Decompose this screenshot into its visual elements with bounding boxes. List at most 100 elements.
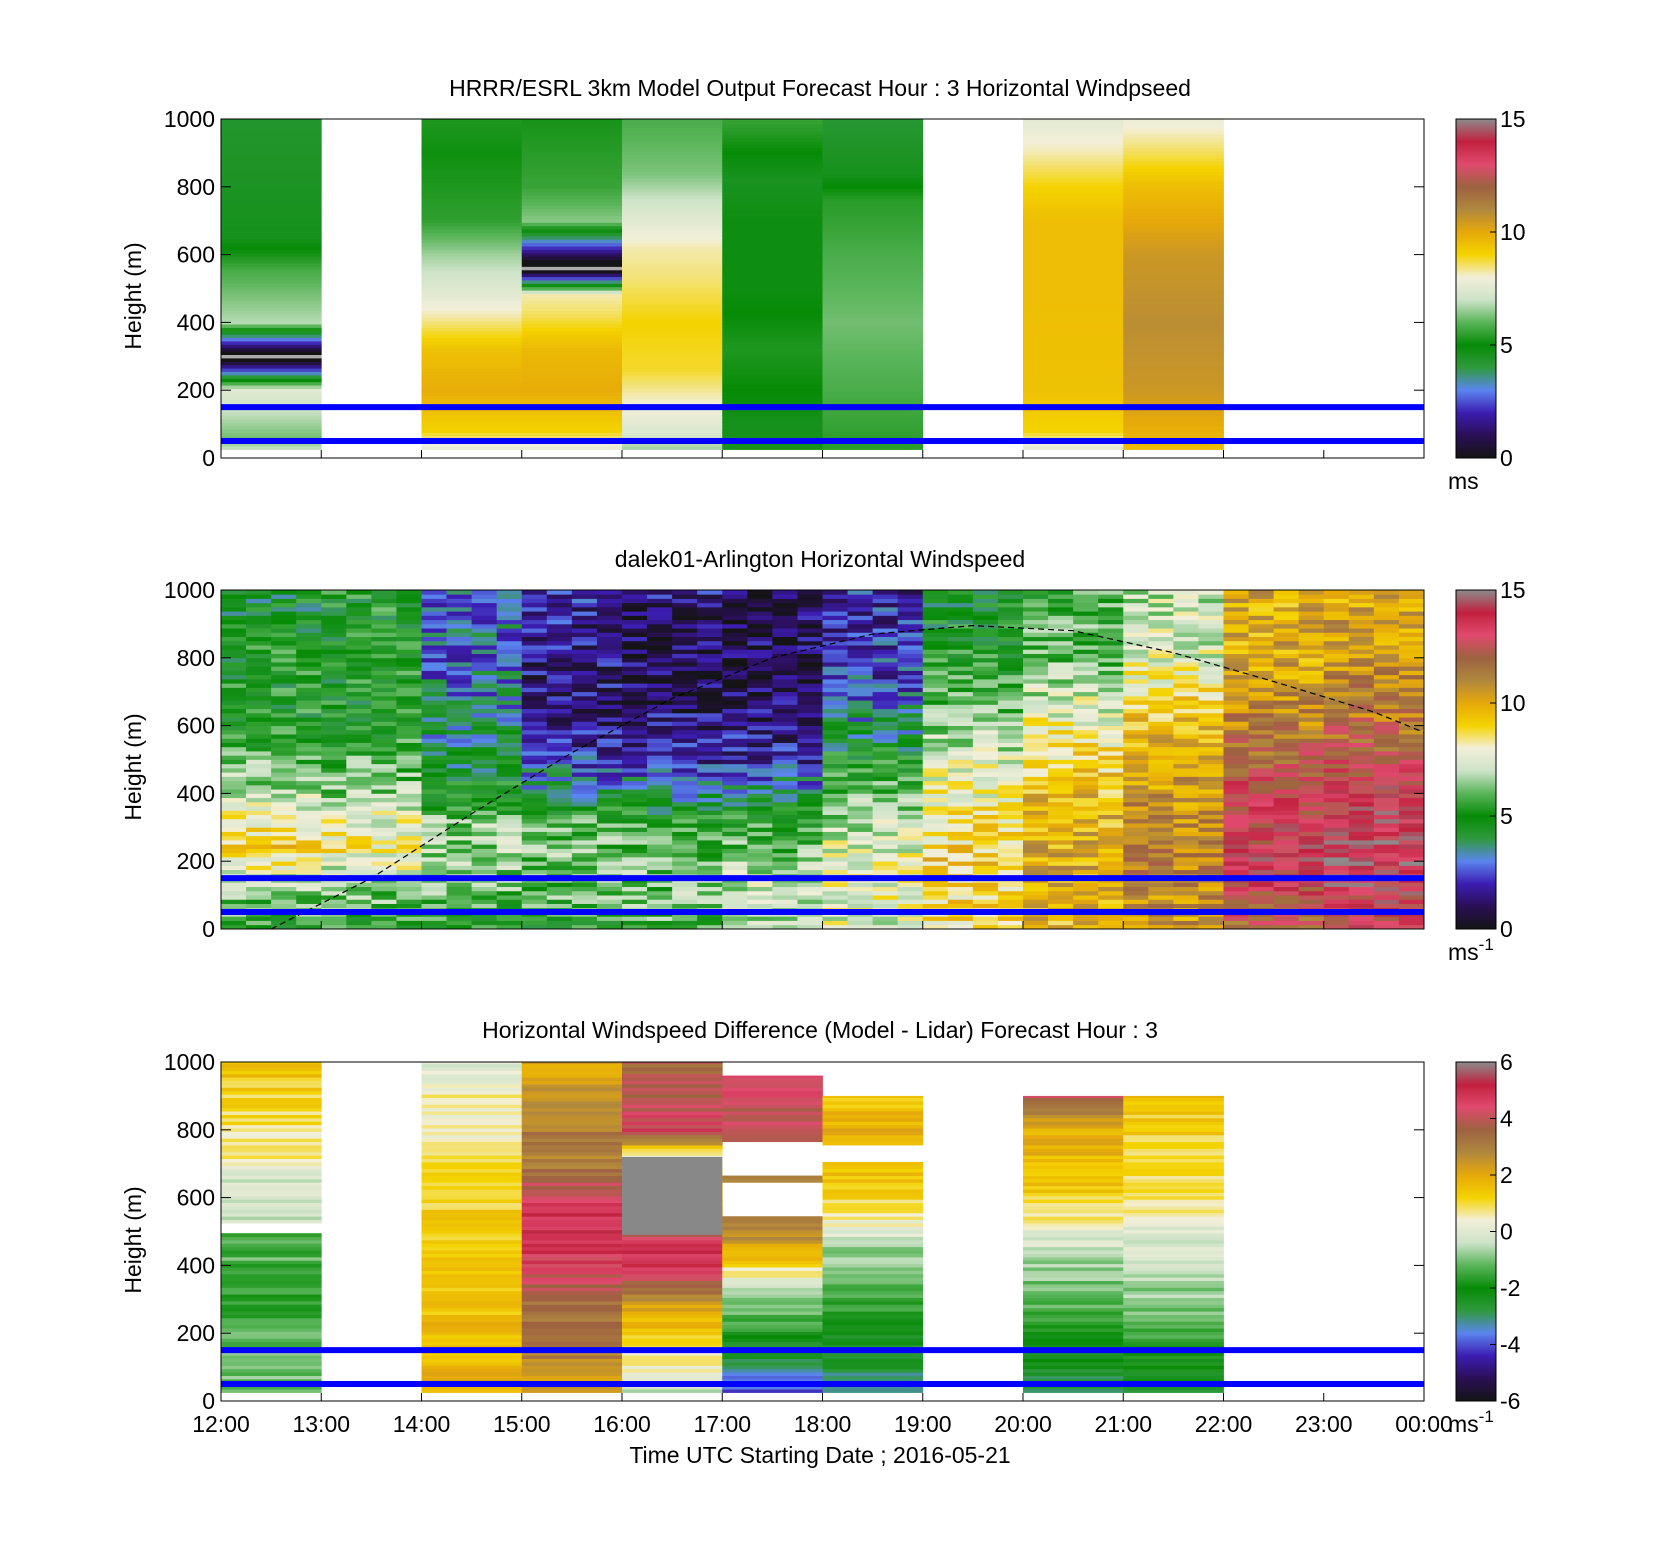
heatmap-cell [421,178,523,183]
heatmap-cell [1023,924,1049,930]
heatmap-cell [571,801,598,807]
heatmap-cell [1198,751,1224,756]
heatmap-cell [1148,666,1174,671]
heatmap-cell [1123,670,1149,676]
heatmap-cell [246,924,272,930]
heatmap-cell [1023,252,1124,257]
heatmap-cell [997,797,1024,803]
heatmap-cell [296,687,322,693]
heatmap-cell [622,120,723,125]
heatmap-cell [596,594,623,599]
heatmap-cell [1323,772,1350,777]
heatmap-cell [847,789,874,794]
heatmap-cell [496,691,523,697]
heatmap-cell [221,818,247,824]
heatmap-cell [897,632,924,638]
heatmap-cell [221,1324,322,1329]
heatmap-cell [1098,691,1124,697]
heatmap-cell [521,124,623,128]
heatmap-cell [622,327,723,332]
heatmap-cell [1273,738,1300,743]
heatmap-cell [1398,916,1425,921]
heatmap-cell [872,746,899,752]
heatmap-cell [1073,636,1099,642]
heatmap-cell [822,432,924,437]
heatmap-cell [571,793,598,799]
heatmap-cell [1148,649,1174,654]
heatmap-cell [446,920,473,926]
heatmap-cell [647,700,673,705]
heatmap-cell [722,704,748,710]
heatmap-cell [421,852,447,858]
heatmap-cell [546,704,573,710]
heatmap-cell [722,402,823,406]
heatmap-cell [772,615,798,621]
heatmap-cell [446,895,473,900]
heatmap-cell [872,602,899,608]
heatmap-cell [1123,161,1224,166]
heatmap-cell [246,734,272,739]
heatmap-cell [797,882,823,888]
heatmap-cell [521,895,548,900]
heatmap-cell [722,395,823,400]
heatmap-cell [1198,734,1224,739]
heatmap-cell [1023,429,1124,433]
heatmap-cell [1123,594,1149,599]
heatmap-cell [872,903,899,909]
heatmap-cell [1373,674,1400,680]
heatmap-cell [1248,734,1275,739]
heatmap-cell [1173,662,1199,667]
heatmap-cell [1273,632,1300,638]
heatmap-cell [496,801,523,807]
heatmap-cell [1073,861,1099,866]
heatmap-cell [1023,378,1124,383]
heatmap-cell [1123,425,1224,430]
heatmap-cell [872,797,899,803]
heatmap-cell [647,886,673,892]
heatmap-cell [972,772,999,777]
heatmap-cell [596,687,623,693]
heatmap-cell [1098,780,1124,786]
heatmap-cell [897,602,924,608]
heatmap-cell [496,886,523,892]
heatmap-cell [1023,670,1049,676]
heatmap-cell [1298,776,1325,782]
heatmap-cell [997,632,1024,638]
heatmap-cell [947,742,974,748]
heatmap-cell [847,700,874,705]
heatmap-cell [1248,746,1275,752]
heatmap-cell [396,865,422,871]
heatmap-cell [521,1250,623,1254]
heatmap-cell [296,865,322,871]
heatmap-cell [772,602,798,608]
heatmap-cell [1398,606,1425,612]
heatmap-cell [421,1253,523,1258]
heatmap-cell [622,670,648,676]
heatmap-cell [571,784,598,790]
heatmap-cell [622,797,648,803]
heatmap-cell [772,725,798,731]
heatmap-cell [1248,899,1275,904]
heatmap-cell [446,827,473,832]
heatmap-cell [271,729,297,735]
heatmap-cell [421,924,447,930]
heatmap-cell [897,729,924,735]
heatmap-cell [672,763,698,769]
heatmap-cell [596,734,623,739]
heatmap-cell [1123,280,1224,284]
heatmap-cell [1073,886,1099,892]
heatmap-cell [797,772,823,777]
heatmap-cell [847,759,874,765]
heatmap-cell [622,725,648,731]
heatmap-cell [772,831,798,837]
heatmap-cell [1248,759,1275,765]
heatmap-cell [1023,412,1124,417]
heatmap-cell [672,590,698,595]
heatmap-cell [396,886,422,892]
heatmap-cell [371,869,397,875]
heatmap-cell [1323,729,1350,735]
heatmap-cell [1348,670,1375,676]
heatmap-cell [872,687,899,693]
heatmap-cell [371,763,397,769]
heatmap-cell [221,198,322,203]
